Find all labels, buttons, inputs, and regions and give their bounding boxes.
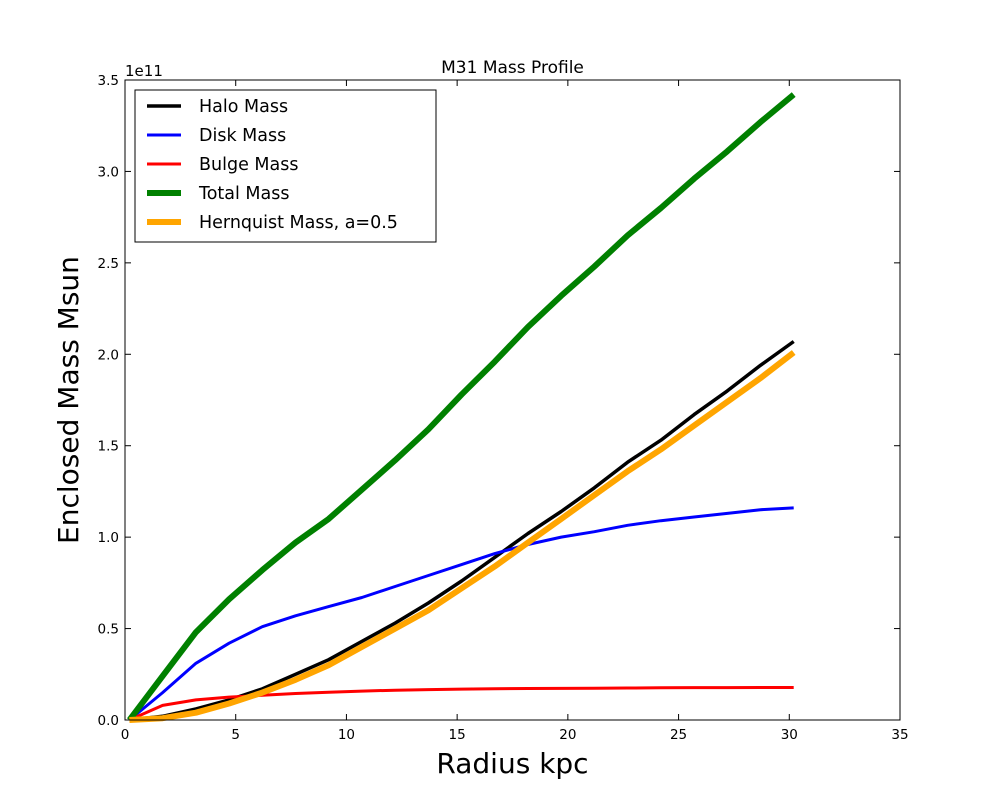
series-group: [127, 92, 796, 723]
y-offset-label: 1e11: [125, 62, 163, 80]
axes-group: 0 5 10 15 20 25 30 35 0.0 0.5 1.0 1.5 2.0 2.5 3.0 3.5: [98, 73, 909, 743]
legend: Halo Mass Disk Mass Bulge Mass Total Mass He…: [134, 89, 437, 243]
x-tick-label: 5: [231, 727, 240, 743]
legend-label-4: Hernquist Mass, a=0.5: [199, 213, 398, 233]
legend-label-1: Disk Mass: [199, 126, 286, 146]
y-tick-label: 1.0: [98, 530, 119, 546]
x-tick-label: 0: [121, 727, 130, 743]
legend-label-2: Bulge Mass: [199, 155, 298, 175]
y-tick-label: 1.5: [98, 439, 119, 455]
legend-label-3: Total Mass: [198, 184, 290, 204]
x-tick-label: 25: [670, 727, 687, 743]
series-line-1: [128, 506, 794, 722]
legend-box: [134, 89, 437, 243]
x-tick-label: 15: [449, 727, 466, 743]
series-line-2: [128, 686, 794, 722]
x-tick-label: 10: [338, 727, 355, 743]
y-tick-label: 0.5: [98, 622, 119, 638]
y-axis-label: Enclosed Mass Msun: [52, 256, 85, 544]
y-tick-label: 0.0: [98, 713, 119, 729]
chart-title: M31 Mass Profile: [441, 58, 584, 78]
series-line-3: [127, 92, 796, 722]
plot-frame: [124, 79, 901, 721]
series-line-4: [129, 350, 796, 723]
x-tick-label: 20: [559, 727, 576, 743]
y-tick-label: 2.0: [98, 347, 119, 363]
legend-label-0: Halo Mass: [199, 97, 288, 117]
y-tick-label: 2.5: [98, 256, 119, 272]
x-tick-label: 30: [781, 727, 798, 743]
x-axis-label: Radius kpc: [436, 747, 588, 780]
y-tick-label: 3.5: [98, 73, 119, 89]
y-tick-label: 3.0: [98, 164, 119, 180]
x-tick-label: 35: [891, 727, 908, 743]
